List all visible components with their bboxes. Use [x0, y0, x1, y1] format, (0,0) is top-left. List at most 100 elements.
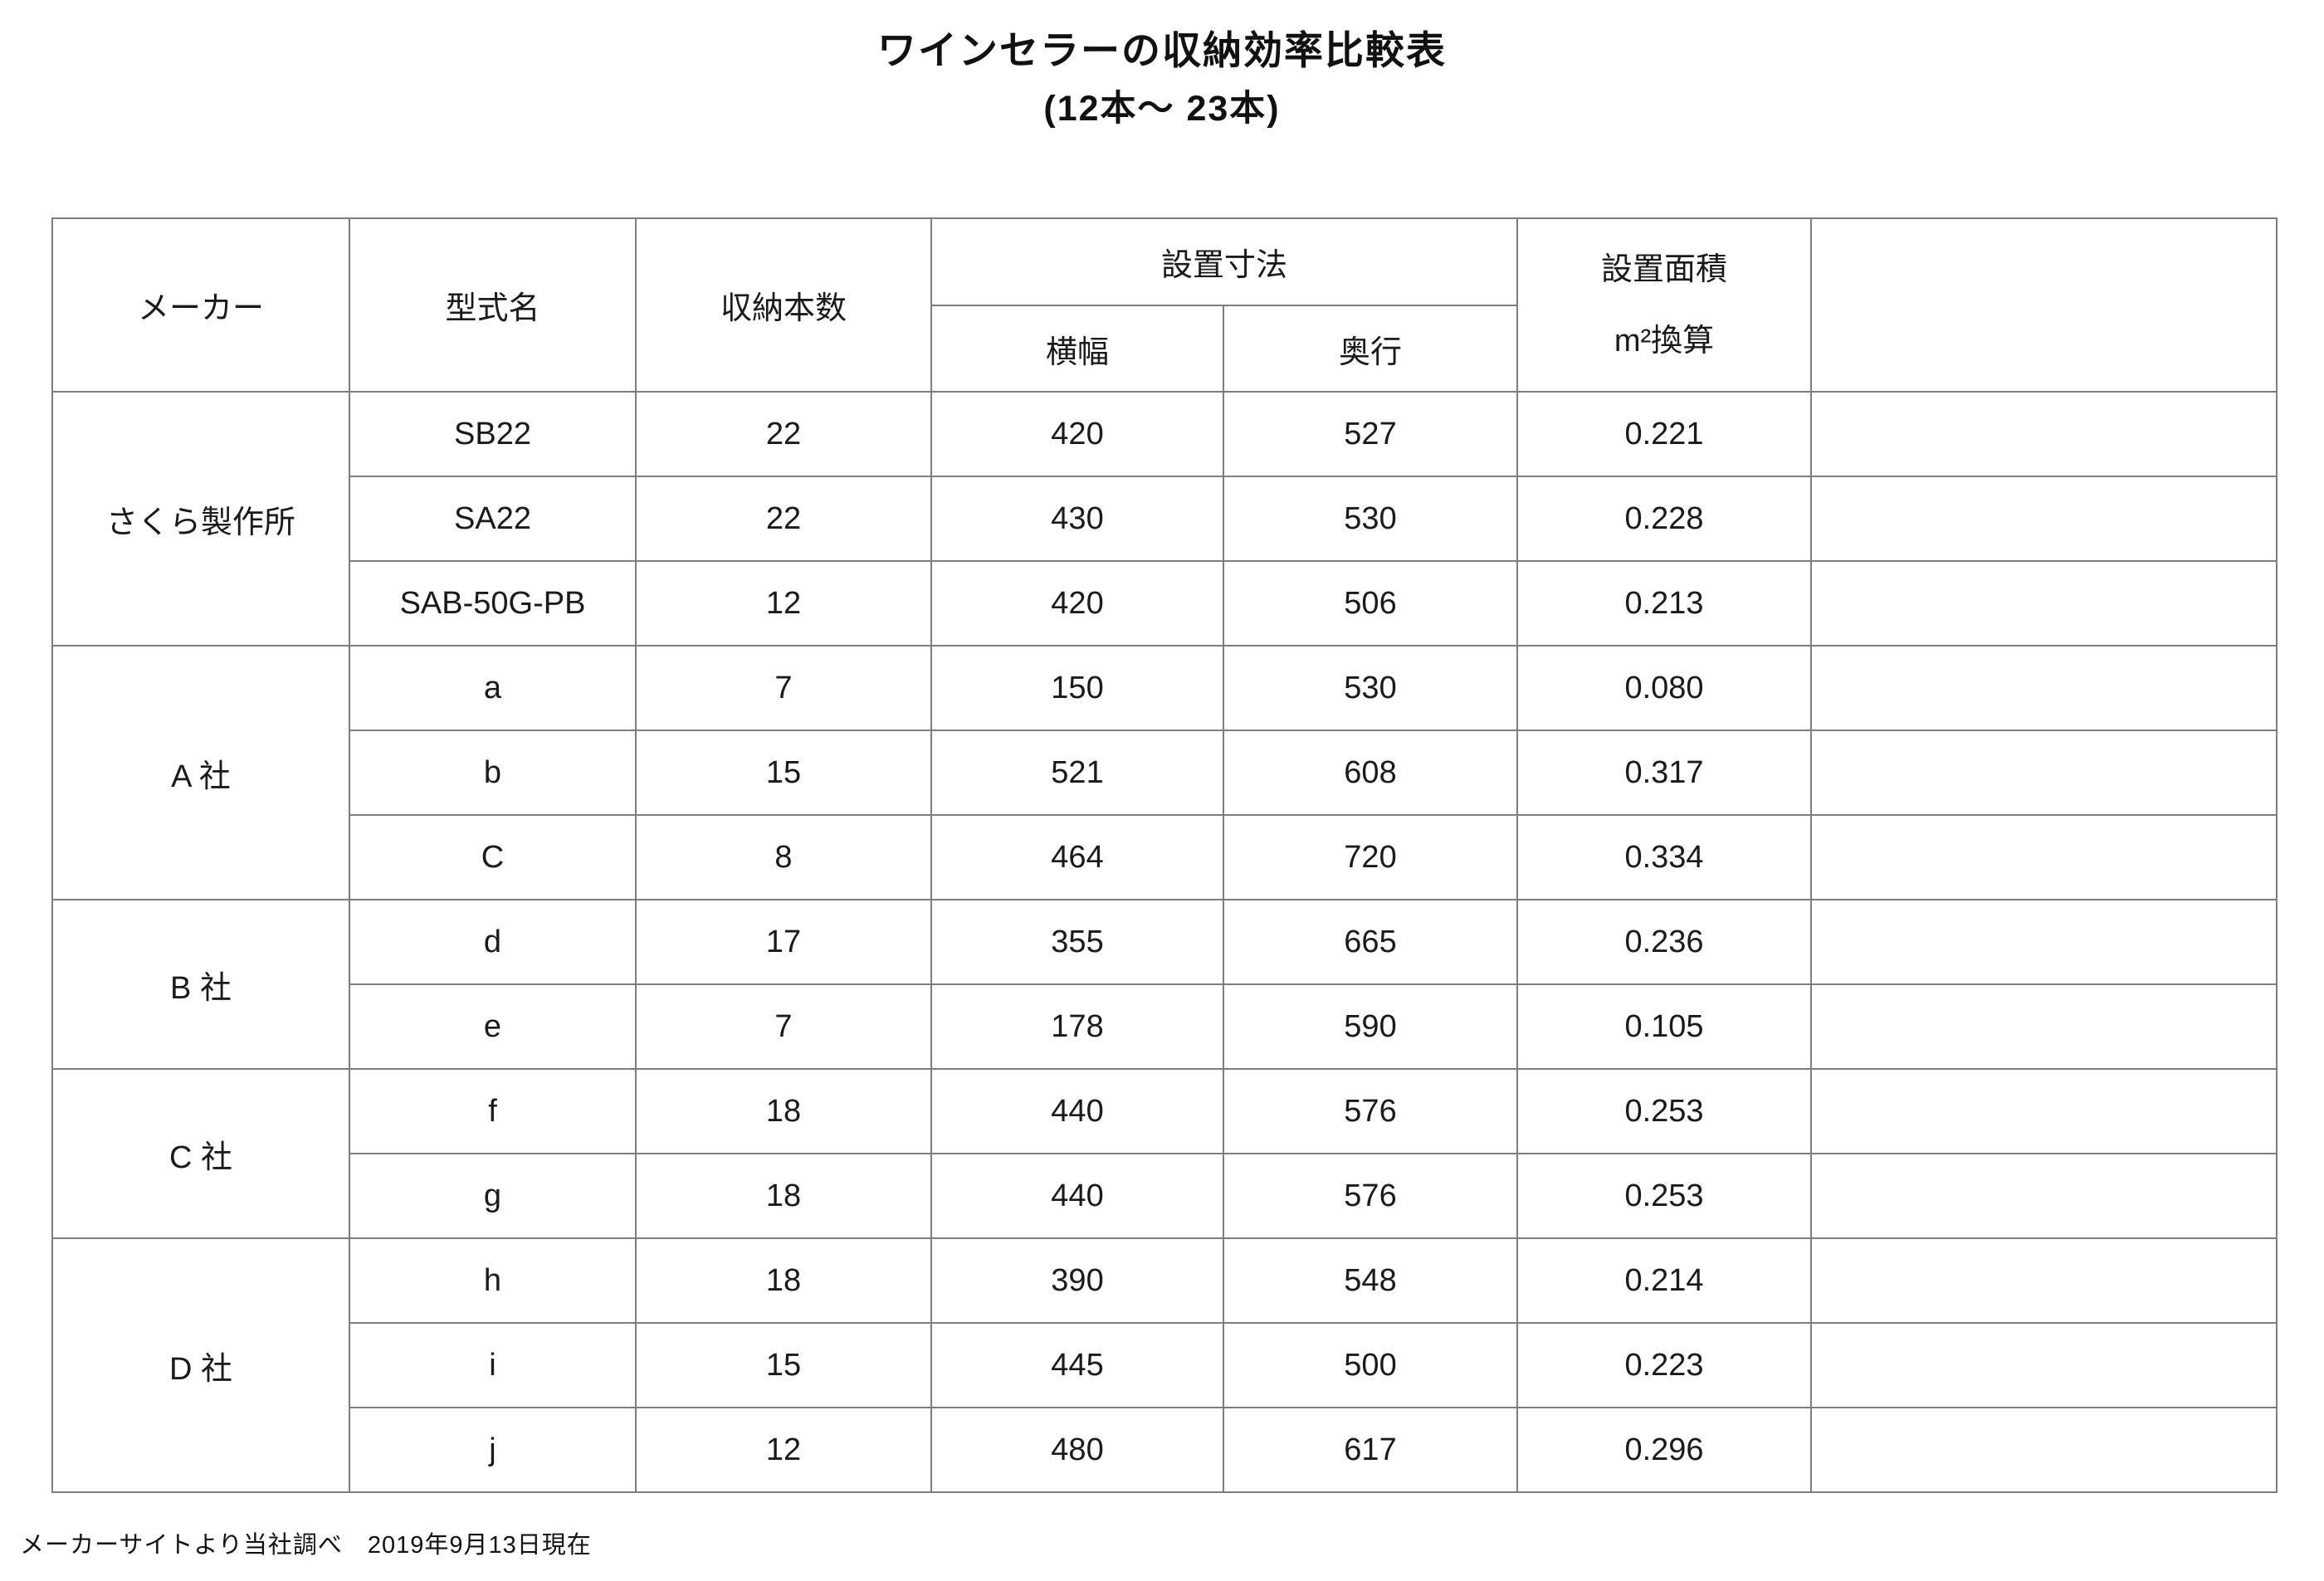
efficiency-cell: 41 — [1810, 1407, 2278, 1493]
width-cell: 521 — [930, 730, 1224, 816]
capacity-cell: 22 — [635, 476, 932, 562]
source-note: メーカーサイトより当社調べ 2019年9月13日現在 — [20, 1532, 592, 1559]
header-width: 横幅 — [930, 305, 1224, 393]
header-area: 設置面積 m²換算 — [1516, 217, 1813, 393]
comparison-table: メーカー 型式名 収納本数 設置寸法 設置面積 m²換算 面積当たりの収納効率 … — [51, 217, 2278, 1493]
efficiency-cell: 97 — [1810, 476, 2278, 562]
depth-cell: 617 — [1222, 1407, 1519, 1493]
table-row: C 8 464 720 0.334 24 — [52, 814, 2278, 900]
efficiency-cell: 67 — [1810, 983, 2278, 1070]
maker-cell: B 社 — [51, 899, 350, 1070]
capacity-cell: 18 — [635, 1237, 932, 1324]
efficiency-cell: 47 — [1810, 730, 2278, 816]
efficiency-cell: 71 — [1810, 1068, 2278, 1154]
width-cell: 430 — [930, 476, 1224, 562]
model-cell: d — [349, 899, 637, 985]
model-cell: SAB-50G-PB — [349, 560, 637, 647]
header-depth: 奥行 — [1222, 305, 1519, 393]
maker-cell: A 社 — [51, 645, 350, 900]
area-cell: 0.317 — [1516, 730, 1813, 816]
area-cell: 0.080 — [1516, 645, 1813, 731]
capacity-cell: 12 — [635, 1407, 932, 1493]
maker-cell: さくら製作所 — [51, 391, 350, 647]
width-cell: 480 — [930, 1407, 1224, 1493]
header-efficiency-line2: 設置面積 / 収納本数 — [1904, 324, 2184, 360]
depth-cell: 506 — [1222, 560, 1519, 647]
depth-cell: 530 — [1222, 645, 1519, 731]
capacity-cell: 7 — [635, 645, 932, 731]
efficiency-cell: 88 — [1810, 645, 2278, 731]
model-cell: j — [349, 1407, 637, 1493]
capacity-cell: 18 — [635, 1068, 932, 1154]
table-row: SA22 22 430 530 0.228 97 — [52, 476, 2278, 562]
depth-cell: 576 — [1222, 1153, 1519, 1239]
depth-cell: 665 — [1222, 899, 1519, 985]
depth-cell: 527 — [1222, 391, 1519, 477]
header-area-line1: 設置面積 — [1601, 251, 1728, 287]
area-cell: 0.213 — [1516, 560, 1813, 647]
efficiency-cell: 99 — [1810, 391, 2278, 477]
model-cell: SA22 — [349, 476, 637, 562]
width-cell: 440 — [930, 1153, 1224, 1239]
efficiency-cell: 71 — [1810, 1153, 2278, 1239]
model-cell: h — [349, 1237, 637, 1324]
table-row: j 12 480 617 0.296 41 — [52, 1407, 2278, 1493]
capacity-cell: 12 — [635, 560, 932, 647]
area-cell: 0.228 — [1516, 476, 1813, 562]
model-cell: f — [349, 1068, 637, 1154]
table-row: e 7 178 590 0.105 67 — [52, 983, 2278, 1070]
efficiency-cell: 84 — [1810, 1237, 2278, 1324]
table-row: i 15 445 500 0.223 67 — [52, 1322, 2278, 1408]
area-cell: 0.296 — [1516, 1407, 1813, 1493]
area-cell: 0.214 — [1516, 1237, 1813, 1324]
model-cell: SB22 — [349, 391, 637, 477]
model-cell: b — [349, 730, 637, 816]
table-row: b 15 521 608 0.317 47 — [52, 730, 2278, 816]
table-row: C 社 f 18 440 576 0.253 71 — [51, 1068, 2278, 1239]
width-cell: 420 — [930, 560, 1224, 647]
depth-cell: 576 — [1222, 1068, 1519, 1154]
area-cell: 0.221 — [1516, 391, 1813, 477]
table-row: さくら製作所 SB22 22 420 527 0.221 99 — [51, 391, 2278, 647]
table-row: g 18 440 576 0.253 71 — [52, 1153, 2278, 1239]
efficiency-cell: 56 — [1810, 560, 2278, 647]
page-subtitle: (12本〜 23本) — [1043, 89, 1281, 129]
width-cell: 355 — [930, 899, 1224, 985]
capacity-cell: 15 — [635, 730, 932, 816]
width-cell: 440 — [930, 1068, 1224, 1154]
capacity-cell: 8 — [635, 814, 932, 900]
area-cell: 0.334 — [1516, 814, 1813, 900]
header-area-line2: m²換算 — [1614, 323, 1715, 359]
table-row: A 社 a 7 150 530 0.080 88 — [51, 645, 2278, 900]
depth-cell: 590 — [1222, 983, 1519, 1070]
width-cell: 150 — [930, 645, 1224, 731]
width-cell: 420 — [930, 391, 1224, 477]
model-cell: g — [349, 1153, 637, 1239]
header-efficiency-line1: 面積当たりの収納効率 — [1886, 250, 2202, 285]
table-row: SAB-50G-PB 12 420 506 0.213 56 — [52, 560, 2278, 647]
area-cell: 0.253 — [1516, 1068, 1813, 1154]
capacity-cell: 15 — [635, 1322, 932, 1408]
maker-cell: C 社 — [51, 1068, 350, 1239]
model-cell: a — [349, 645, 637, 731]
capacity-cell: 7 — [635, 983, 932, 1070]
efficiency-cell: 72 — [1810, 899, 2278, 985]
maker-cell: D 社 — [51, 1237, 350, 1493]
model-cell: e — [349, 983, 637, 1070]
header-capacity: 収納本数 — [635, 217, 932, 393]
header-dimensions: 設置寸法 — [930, 217, 1519, 306]
header-efficiency: 面積当たりの収納効率 設置面積 / 収納本数 — [1810, 217, 2278, 393]
efficiency-cell: 67 — [1810, 1322, 2278, 1408]
header-model: 型式名 — [349, 217, 637, 393]
width-cell: 445 — [930, 1322, 1224, 1408]
page-title: ワインセラーの収納効率比較表 — [877, 28, 1447, 72]
capacity-cell: 22 — [635, 391, 932, 477]
area-cell: 0.105 — [1516, 983, 1813, 1070]
width-cell: 390 — [930, 1237, 1224, 1324]
capacity-cell: 17 — [635, 899, 932, 985]
area-cell: 0.223 — [1516, 1322, 1813, 1408]
depth-cell: 608 — [1222, 730, 1519, 816]
width-cell: 464 — [930, 814, 1224, 900]
table-row: D 社 h 18 390 548 0.214 84 — [51, 1237, 2278, 1493]
